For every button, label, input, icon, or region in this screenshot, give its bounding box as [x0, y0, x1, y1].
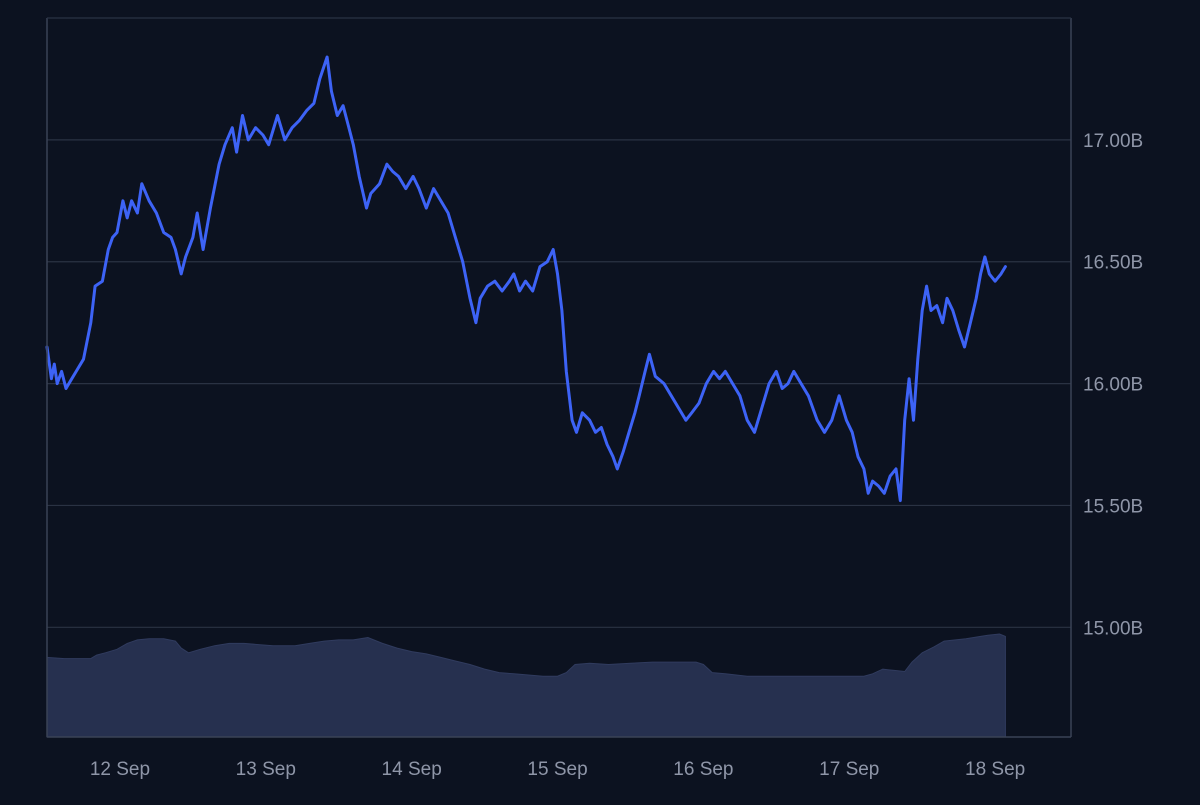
x-tick-label: 15 Sep: [527, 759, 587, 780]
x-tick-label: 13 Sep: [236, 759, 296, 780]
grid-lines: [47, 139, 1071, 628]
y-tick-label: 15.50B: [1083, 496, 1143, 517]
axes: [46, 17, 1072, 738]
x-axis-labels: 12 Sep 13 Sep 14 Sep 15 Sep 16 Sep 17 Sep 18 S…: [90, 759, 1025, 780]
y-axis-labels: 15.00B 15.50B 16.00B 16.50B 17.00B: [1083, 131, 1143, 639]
volume-series: [46, 633, 1006, 738]
y-tick-label: 16.00B: [1083, 375, 1143, 396]
y-tick-label: 17.00B: [1083, 131, 1143, 152]
y-tick-label: 16.50B: [1083, 253, 1143, 274]
volume-area: [46, 633, 1006, 738]
price-line-layer: [45, 55, 1007, 503]
price-line-series-0[interactable]: [45, 55, 1007, 503]
x-tick-label: 14 Sep: [382, 759, 442, 780]
x-tick-label: 12 Sep: [90, 759, 150, 780]
x-tick-label: 16 Sep: [673, 759, 733, 780]
x-tick-label: 17 Sep: [819, 759, 879, 780]
y-tick-label: 15.00B: [1083, 618, 1143, 639]
x-tick-label: 18 Sep: [965, 759, 1025, 780]
